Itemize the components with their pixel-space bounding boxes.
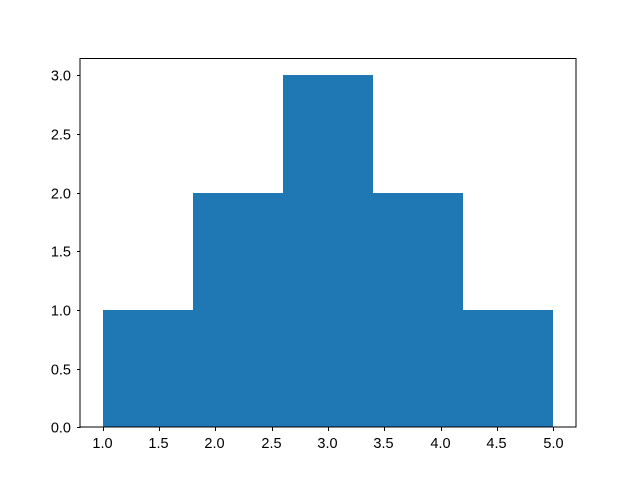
svg-text:2.0: 2.0 [204, 436, 224, 452]
svg-text:1.5: 1.5 [148, 436, 168, 452]
svg-text:3.0: 3.0 [317, 436, 337, 452]
svg-text:4.5: 4.5 [486, 436, 506, 452]
svg-text:2.5: 2.5 [261, 436, 281, 452]
svg-text:0.0: 0.0 [51, 420, 71, 436]
svg-text:3.5: 3.5 [373, 436, 393, 452]
svg-text:5.0: 5.0 [543, 436, 563, 452]
svg-text:1.0: 1.0 [51, 303, 71, 319]
svg-text:2.0: 2.0 [51, 186, 71, 202]
svg-text:4.0: 4.0 [430, 436, 450, 452]
svg-text:2.5: 2.5 [51, 127, 71, 143]
svg-text:1.0: 1.0 [92, 436, 112, 452]
svg-text:1.5: 1.5 [51, 244, 71, 260]
svg-text:3.0: 3.0 [51, 68, 71, 84]
svg-text:0.5: 0.5 [51, 362, 71, 378]
